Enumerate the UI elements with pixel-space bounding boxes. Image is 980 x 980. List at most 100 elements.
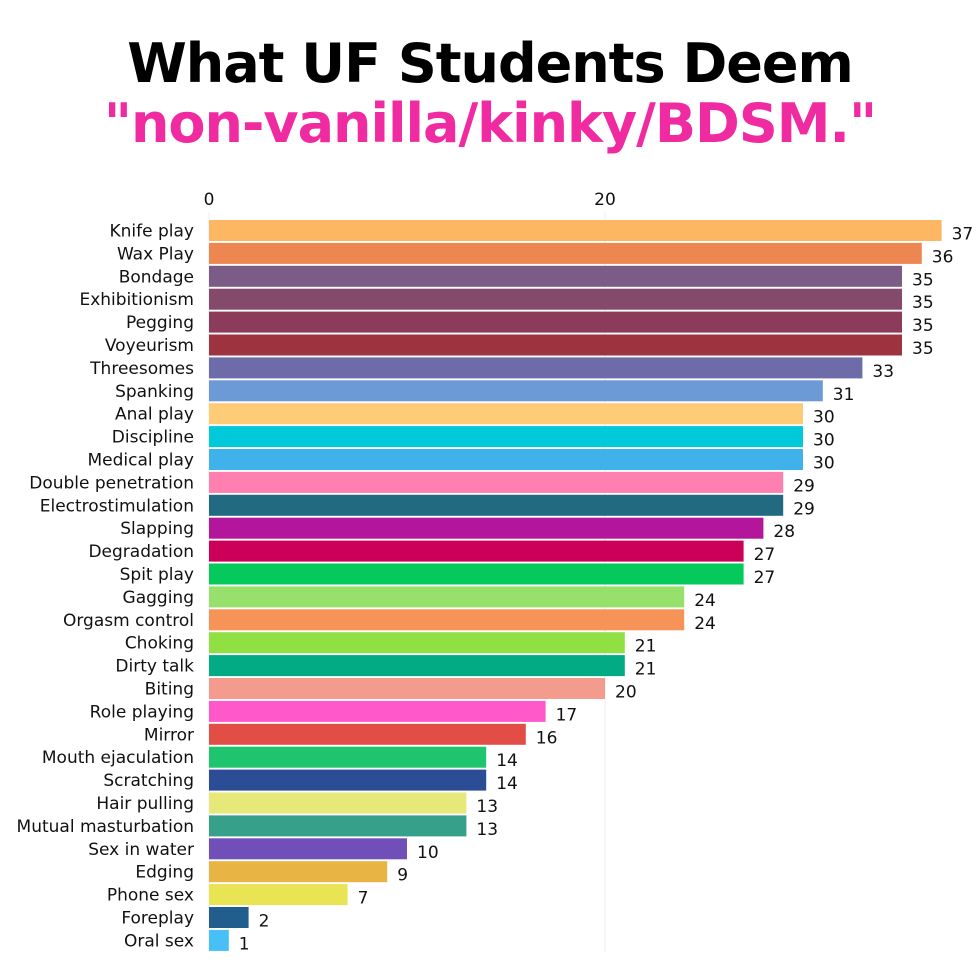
category-label: Oral sex (124, 931, 194, 951)
value-label: 35 (912, 270, 934, 290)
bar-medical-play (209, 449, 803, 470)
value-label: 30 (813, 408, 835, 428)
category-label: Biting (145, 680, 194, 700)
value-label: 10 (417, 843, 439, 863)
category-label: Orgasm control (63, 611, 194, 631)
category-label: Knife play (110, 222, 195, 242)
category-label: Choking (125, 634, 194, 654)
bar-mouth-ejaculation (209, 746, 487, 768)
category-label: Exhibitionism (79, 290, 194, 310)
category-label: Bondage (119, 267, 194, 287)
category-label: Electrostimulation (40, 496, 194, 516)
bar-role-playing (209, 700, 546, 722)
value-label: 27 (754, 568, 776, 588)
bar-electrostimulation (209, 494, 784, 516)
category-label: Foreplay (121, 909, 194, 929)
value-label: 1 (239, 934, 250, 954)
category-label: Edging (135, 863, 194, 883)
bar-threesomes (209, 357, 863, 379)
category-label: Dirty talk (115, 657, 194, 677)
category-label: Slapping (120, 519, 194, 539)
bar-foreplay (209, 907, 249, 928)
value-label: 14 (496, 751, 518, 771)
category-label: Scratching (103, 771, 194, 791)
value-label: 31 (833, 385, 855, 405)
category-label: Medical play (87, 451, 194, 471)
bar-sex-in-water (209, 838, 407, 860)
value-label: 17 (556, 705, 578, 725)
category-label: Voyeurism (105, 336, 194, 356)
category-label: Anal play (115, 405, 194, 425)
category-label: Sex in water (88, 840, 194, 860)
bar-gagging (209, 586, 685, 608)
bar-pegging (209, 311, 902, 333)
chart-title-line2: "non-vanilla/kinky/BDSM." (103, 92, 877, 155)
category-label: Spit play (120, 565, 194, 585)
bar-knife-play (209, 220, 942, 241)
value-label: 21 (635, 637, 657, 657)
category-label: Threesomes (89, 359, 194, 379)
value-label: 2 (259, 912, 270, 932)
chart-title-line1: What UF Students Deem (127, 32, 854, 95)
bar-anal-play (209, 403, 803, 425)
value-label: 24 (694, 614, 716, 634)
bar-slapping (209, 517, 764, 539)
category-label: Degradation (88, 542, 194, 562)
category-label: Phone sex (107, 886, 194, 906)
category-label: Wax Play (117, 244, 194, 264)
category-label: Role playing (90, 702, 194, 722)
value-label: 24 (694, 591, 716, 611)
category-label: Spanking (115, 382, 194, 402)
category-label: Mouth ejaculation (42, 748, 194, 768)
x-tick-label: 0 (204, 190, 215, 210)
value-label: 30 (813, 454, 835, 474)
value-label: 14 (496, 774, 518, 794)
value-label: 29 (793, 476, 815, 496)
value-label: 33 (872, 362, 894, 382)
bar-dirty-talk (209, 655, 625, 677)
bar-spanking (209, 380, 823, 402)
bar-discipline (209, 426, 803, 448)
value-label: 13 (476, 797, 498, 817)
bar-oral-sex (209, 929, 229, 951)
value-label: 9 (397, 866, 408, 886)
bar-edging (209, 861, 388, 883)
value-label: 27 (754, 545, 776, 565)
bar-spit-play (209, 563, 744, 585)
category-label: Mutual masturbation (17, 817, 194, 837)
bar-double-penetration (209, 471, 784, 493)
value-label: 28 (773, 522, 795, 542)
category-label: Pegging (126, 313, 194, 333)
value-label: 29 (793, 499, 815, 519)
value-label: 35 (912, 293, 934, 313)
bar-mirror (209, 723, 526, 745)
bar-wax-play (209, 242, 922, 264)
bar-hair-pulling (209, 792, 467, 814)
bar-choking (209, 632, 625, 654)
x-tick-label: 20 (594, 190, 616, 210)
value-label: 16 (536, 728, 558, 748)
bar-mutual-masturbation (209, 815, 467, 837)
category-label: Discipline (112, 428, 194, 448)
value-label: 37 (952, 225, 974, 245)
bar-degradation (209, 540, 744, 562)
category-label: Mirror (144, 725, 194, 745)
value-label: 21 (635, 660, 657, 680)
value-label: 36 (932, 247, 954, 267)
category-label: Double penetration (29, 473, 194, 493)
bar-bondage (209, 265, 902, 287)
value-label: 30 (813, 431, 835, 451)
bar-exhibitionism (209, 288, 902, 310)
value-label: 13 (476, 820, 498, 840)
bar-biting (209, 678, 605, 699)
value-label: 7 (358, 889, 369, 909)
value-label: 35 (912, 339, 934, 359)
value-label: 35 (912, 316, 934, 336)
bar-phone-sex (209, 884, 348, 906)
bar-scratching (209, 769, 487, 791)
category-label: Hair pulling (96, 794, 194, 814)
bar-voyeurism (209, 334, 902, 356)
bar-orgasm-control (209, 609, 685, 631)
value-label: 20 (615, 683, 637, 703)
